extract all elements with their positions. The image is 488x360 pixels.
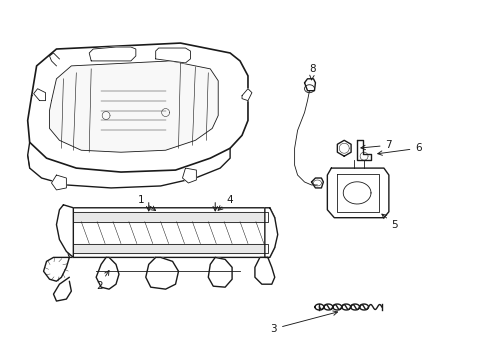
- Text: 2: 2: [96, 270, 109, 291]
- Polygon shape: [51, 175, 66, 190]
- Polygon shape: [326, 168, 388, 218]
- Polygon shape: [337, 140, 350, 156]
- Polygon shape: [208, 257, 232, 287]
- Polygon shape: [337, 174, 378, 212]
- Text: 8: 8: [308, 64, 315, 80]
- Polygon shape: [145, 257, 178, 289]
- Polygon shape: [96, 257, 119, 289]
- Polygon shape: [28, 43, 247, 172]
- Text: 3: 3: [270, 311, 337, 334]
- Polygon shape: [264, 208, 277, 257]
- Polygon shape: [73, 212, 267, 222]
- Polygon shape: [73, 243, 267, 253]
- Polygon shape: [89, 47, 136, 61]
- Polygon shape: [311, 178, 323, 188]
- Polygon shape: [56, 205, 73, 257]
- Polygon shape: [304, 79, 315, 91]
- Polygon shape: [182, 168, 196, 183]
- Polygon shape: [34, 89, 45, 100]
- Polygon shape: [66, 208, 274, 257]
- Text: 6: 6: [377, 143, 421, 155]
- Polygon shape: [254, 257, 274, 284]
- Text: 1: 1: [137, 195, 155, 211]
- Polygon shape: [356, 140, 370, 160]
- Polygon shape: [43, 257, 69, 281]
- Polygon shape: [155, 48, 190, 63]
- Polygon shape: [49, 61, 218, 152]
- Text: 7: 7: [360, 140, 391, 150]
- Text: 4: 4: [218, 195, 233, 210]
- Text: 5: 5: [381, 214, 397, 230]
- Polygon shape: [242, 89, 251, 100]
